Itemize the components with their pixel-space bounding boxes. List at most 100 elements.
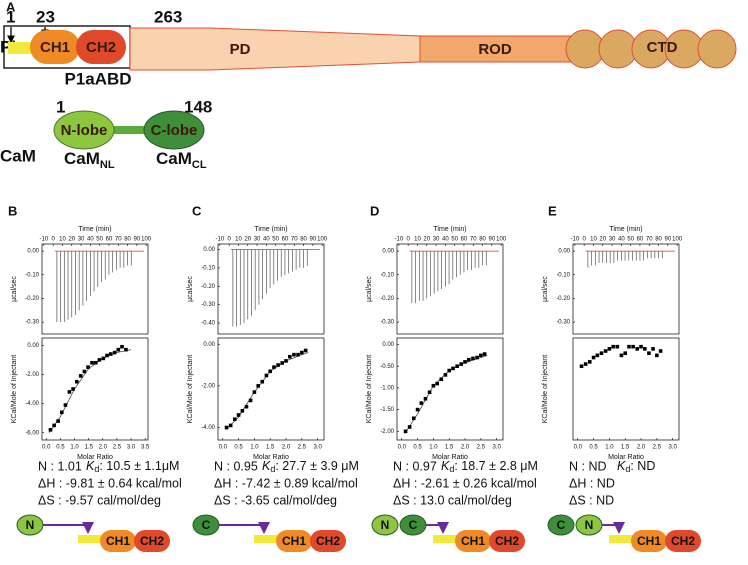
x-axis-label: Molar Ratio — [77, 454, 113, 461]
ch-domain — [276, 530, 312, 552]
data-point — [276, 363, 280, 367]
y-axis-label: µcal/sec — [11, 276, 18, 302]
pd-domain — [129, 27, 421, 71]
x-tick-label: 90 — [309, 237, 316, 243]
data-point — [264, 373, 269, 378]
y-tick-label: -0.20 — [25, 296, 39, 302]
ch2-domain — [76, 30, 126, 64]
data-point — [615, 344, 620, 349]
n-value: N : 1.01 — [38, 459, 82, 473]
data-point — [583, 362, 588, 366]
panel-letter: A — [6, 0, 16, 14]
x-tick-label: 2.5 — [113, 445, 122, 451]
x-tick-label: 0.0 — [574, 445, 583, 451]
complex-icon: C N CH1 CH2 — [547, 514, 701, 552]
data-point — [607, 347, 612, 351]
x-tick-label: 30 — [78, 237, 85, 243]
y-axis-label: µcal/sec — [542, 276, 549, 302]
subscript: CL — [192, 159, 207, 171]
ds-value: ΔS : -3.65 cal/mol/deg — [214, 493, 337, 507]
data-point — [599, 351, 604, 355]
x-tick-label: 1.5 — [621, 445, 630, 451]
x-tick-label: 80 — [300, 237, 307, 243]
kd-text: : ND — [630, 459, 655, 473]
y-axis-label: µcal/sec — [187, 276, 194, 302]
y-tick-label: -0.10 — [556, 272, 570, 278]
dh-value: ΔH : -7.42 ± 0.89 kcal/mol — [214, 476, 358, 490]
ch-domain — [310, 530, 346, 552]
data-point — [419, 401, 424, 405]
residue: 1 — [6, 7, 15, 26]
data-point — [463, 360, 467, 364]
x-tick-label: 1.5 — [266, 445, 275, 451]
x-tick-label: 3.0 — [668, 445, 677, 451]
x-tick-label: 0 — [51, 237, 55, 243]
data-point — [411, 416, 416, 421]
data-point — [431, 383, 436, 388]
y-tick-label: -0.10 — [201, 265, 215, 271]
fit-curve — [48, 349, 132, 433]
ch-domain — [455, 530, 491, 552]
y-tick-label: 0.00 — [27, 343, 39, 349]
y-tick-label: -0.50 — [380, 364, 394, 370]
data-point — [116, 347, 121, 352]
y-tick-label: -2.00 — [201, 383, 215, 389]
x-tick-label: -10 — [216, 237, 225, 243]
n-term-bar — [433, 535, 459, 543]
data-point — [643, 347, 647, 351]
x-tick-label: -10 — [40, 237, 49, 243]
kd-symbol: K — [617, 459, 626, 473]
y-tick-label: -0.40 — [201, 321, 215, 327]
binding-arrow — [602, 522, 625, 534]
data-point — [471, 356, 475, 361]
y-axis-label: KCal/Mole of Injectant — [11, 355, 18, 424]
plot-frame — [41, 337, 149, 441]
data-point — [435, 381, 439, 386]
data-point — [415, 407, 420, 412]
lobe-label: C — [557, 518, 566, 532]
c-lobe — [143, 110, 205, 150]
y-tick-label: -0.30 — [380, 320, 394, 326]
data-point — [603, 349, 608, 353]
x-tick-label: 1.5 — [84, 445, 93, 451]
x-tick-label: 3.0 — [313, 445, 322, 451]
data-point — [292, 352, 296, 357]
y-tick-label: -0.30 — [25, 320, 39, 326]
kd-sub: d — [449, 464, 454, 474]
domain-label: CTD — [647, 39, 678, 56]
lobe-label: N — [585, 518, 594, 532]
data-point — [427, 390, 432, 395]
x-tick-label: 70 — [291, 237, 298, 243]
data-point — [447, 368, 452, 373]
x-tick-label: 20 — [599, 237, 606, 243]
n-lobe — [53, 110, 115, 150]
x-tick-label: 80 — [124, 237, 131, 243]
kd-value: Kd: 27.7 ± 3.9 μM — [262, 459, 359, 474]
kd-symbol: K — [262, 459, 271, 473]
plot-frame — [396, 243, 504, 335]
panel-letter: D — [370, 203, 379, 218]
lobe-label: C-lobe — [151, 122, 198, 139]
y-tick-label: 0.00 — [382, 342, 394, 348]
x-tick-label: 60 — [282, 237, 289, 243]
lobe-label: C — [202, 518, 211, 532]
y-tick-label: -1.00 — [380, 385, 394, 391]
y-tick-label: 0.00 — [203, 247, 215, 253]
kd-value: Kd: ND — [617, 459, 655, 474]
data-point — [90, 360, 94, 365]
data-point — [423, 396, 428, 401]
x-tick-label: 40 — [442, 237, 449, 243]
x-tick-label: 50 — [451, 237, 458, 243]
y-axis-label: KCal/Mole of Injectant — [187, 355, 194, 424]
data-point — [124, 347, 128, 352]
ch-label: CH2 — [495, 534, 519, 548]
x-axis-label: Time (min) — [609, 226, 642, 233]
y-tick-label: -0.20 — [201, 284, 215, 290]
data-point — [48, 428, 53, 432]
x-tick-label: 10 — [590, 237, 597, 243]
data-point — [108, 352, 113, 356]
y-tick-label: -2.00 — [380, 429, 394, 435]
data-point — [475, 355, 479, 360]
data-point — [631, 344, 635, 349]
